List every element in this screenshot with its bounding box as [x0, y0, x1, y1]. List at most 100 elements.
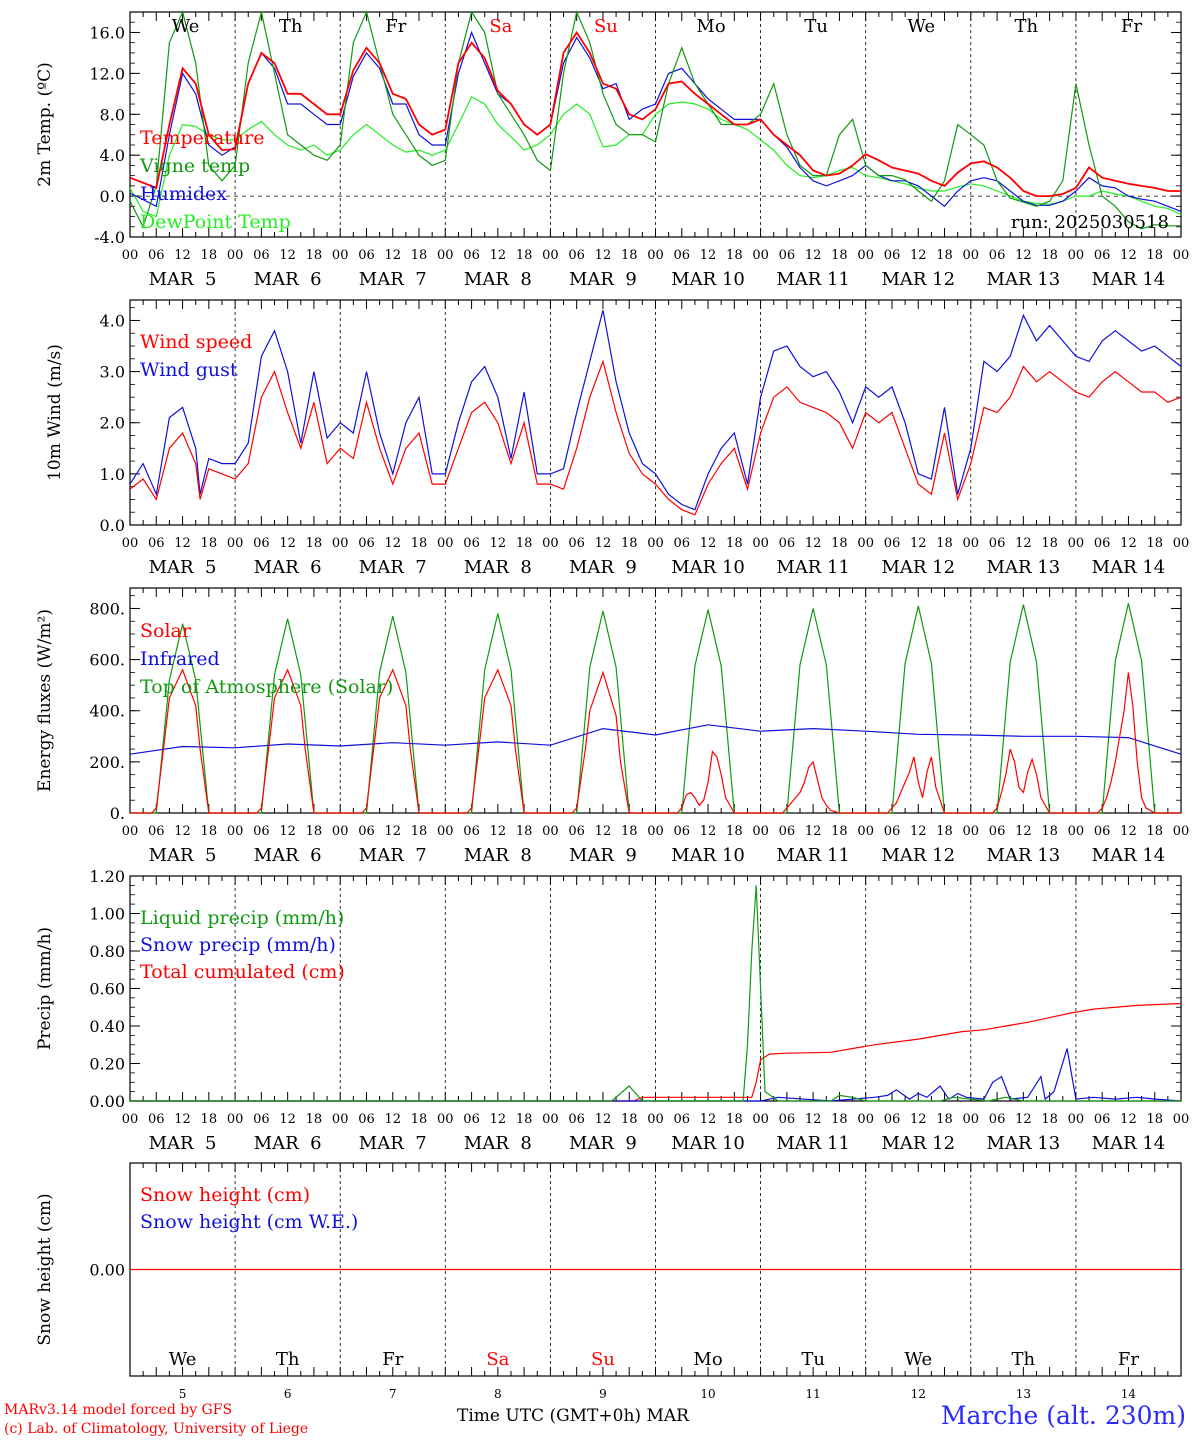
hour-tick-label: 18	[201, 824, 218, 839]
date-label: MAR 12	[881, 845, 955, 866]
hour-tick-label: 18	[1041, 1112, 1058, 1127]
hour-tick-label: 12	[700, 824, 717, 839]
legend-entry: Snow height (cm)	[140, 1184, 310, 1206]
hour-tick-label: 12	[279, 824, 296, 839]
hour-tick-label: 12	[805, 1112, 822, 1127]
y-tick-label: 4.0	[100, 311, 125, 330]
run-label: run: 2025030518	[1011, 212, 1169, 233]
weekday-label: Fr	[1121, 16, 1142, 37]
date-label: MAR 7	[359, 269, 427, 290]
panel-2: 0.0 1.0 2.0 3.0 4.0 10m Wind (m/s) Wind speed W…	[45, 299, 1190, 578]
hour-tick-label: 06	[568, 536, 585, 551]
legend-entry: Liquid precip (mm/h)	[140, 907, 344, 929]
hour-tick-label: 00	[647, 1112, 664, 1127]
hour-tick-label: 18	[1146, 248, 1163, 263]
date-label: MAR 10	[671, 845, 745, 866]
hour-tick-label: 18	[1041, 824, 1058, 839]
hour-tick-label: 06	[1094, 1112, 1111, 1127]
series-line-wind-gust	[129, 310, 1182, 511]
hour-tick-label: 06	[1094, 536, 1111, 551]
hour-tick-label: 12	[384, 248, 401, 263]
date-label: MAR 6	[254, 1133, 322, 1154]
hour-tick-label: 12	[595, 824, 612, 839]
x-axis-title: Time UTC (GMT+0h)	[457, 1406, 642, 1426]
series-line-solar	[130, 668, 1181, 814]
hour-tick-label: 06	[253, 536, 270, 551]
hour-tick-label: 00	[857, 1112, 874, 1127]
hour-tick-label: 00	[122, 536, 139, 551]
weekday-label: Sa	[489, 16, 512, 37]
legend-entry: Top of Atmosphere (Solar)	[140, 676, 393, 698]
date-label: MAR 13	[987, 845, 1061, 866]
hour-tick-label: 00	[1173, 536, 1190, 551]
day-number-label: 9	[599, 1387, 607, 1401]
hour-tick-label: 12	[490, 824, 507, 839]
hour-tick-label: 12	[805, 824, 822, 839]
weekday-label: Th	[279, 16, 303, 37]
weekday-label: We	[907, 16, 935, 37]
legend-entry: DewPoint Temp	[140, 211, 291, 233]
hour-tick-label: 06	[884, 248, 901, 263]
hour-tick-label: 18	[411, 248, 428, 263]
date-label: MAR 5	[149, 845, 217, 866]
date-label: MAR 6	[254, 557, 322, 578]
hour-tick-label: 12	[384, 536, 401, 551]
hour-tick-label: 00	[542, 248, 559, 263]
date-label: MAR 13	[987, 269, 1061, 290]
hour-tick-label: 12	[384, 824, 401, 839]
hour-tick-label: 00	[963, 536, 980, 551]
hour-tick-label: 00	[332, 1112, 349, 1127]
station-name: Marche (alt. 230m)	[940, 1401, 1186, 1430]
hour-tick-label: 06	[568, 824, 585, 839]
hour-tick-label: 12	[595, 248, 612, 263]
date-label: MAR 5	[149, 1133, 217, 1154]
hour-tick-label: 12	[910, 824, 927, 839]
y-tick-label: 3.0	[100, 363, 125, 382]
y-tick-label: 200.	[89, 753, 125, 772]
hour-tick-label: 00	[437, 1112, 454, 1127]
hour-tick-label: 12	[805, 536, 822, 551]
hour-tick-label: 06	[463, 1112, 480, 1127]
hour-tick-label: 18	[1041, 536, 1058, 551]
weekday-label: Fr	[382, 1349, 403, 1370]
date-label: MAR 8	[464, 1133, 532, 1154]
series-line-humidex	[129, 30, 1182, 212]
hour-tick-label: 18	[1041, 248, 1058, 263]
y-tick-label: 0.00	[89, 1092, 125, 1111]
hour-tick-label: 06	[884, 536, 901, 551]
hour-tick-label: 18	[621, 536, 638, 551]
hour-tick-label: 12	[174, 248, 191, 263]
hour-tick-label: 06	[358, 1112, 375, 1127]
panel-5: 0.00 Snow height (cm) Snow height (cm) Snow…	[35, 1162, 1182, 1401]
hour-tick-label: 18	[726, 1112, 743, 1127]
hour-tick-label: 06	[779, 536, 796, 551]
hour-tick-label: 12	[1015, 248, 1032, 263]
date-label: MAR 5	[149, 269, 217, 290]
y-tick-label: 0.0	[100, 516, 125, 535]
y-axis-label: Energy fluxes (W/m²)	[35, 609, 55, 792]
series-line-snow-precip-mm-h-	[130, 1048, 1182, 1102]
hour-tick-label: 06	[674, 824, 691, 839]
hour-tick-label: 18	[516, 1112, 533, 1127]
hour-tick-label: 12	[1120, 248, 1137, 263]
hour-tick-label: 00	[437, 824, 454, 839]
series-line-temperature	[129, 30, 1181, 197]
hour-tick-label: 06	[989, 824, 1006, 839]
weekday-label: Fr	[1118, 1349, 1139, 1370]
hour-tick-label: 00	[857, 536, 874, 551]
date-label: MAR 12	[881, 269, 955, 290]
weekday-label: Mo	[693, 1349, 722, 1370]
y-tick-label: 0.60	[89, 980, 125, 999]
hour-tick-label: 06	[674, 536, 691, 551]
hour-tick-label: 12	[1120, 536, 1137, 551]
date-label: MAR 13	[987, 1133, 1061, 1154]
weekday-label: Su	[591, 1349, 615, 1370]
date-label: MAR 14	[1092, 557, 1166, 578]
weekday-label: Th	[1015, 16, 1039, 37]
date-label: MAR 12	[881, 557, 955, 578]
hour-tick-label: 00	[752, 1112, 769, 1127]
date-label: MAR 8	[464, 269, 532, 290]
hour-tick-label: 00	[1068, 248, 1085, 263]
hour-tick-label: 06	[779, 1112, 796, 1127]
hour-tick-label: 00	[1068, 824, 1085, 839]
